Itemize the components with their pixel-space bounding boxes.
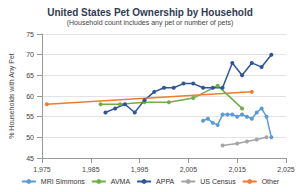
svg-text:United States Pet Ownership by: United States Pet Ownership by Household	[47, 7, 253, 18]
svg-text:(Household count includes any: (Household count includes any pet or num…	[67, 19, 234, 27]
svg-text:% Households with Any Pet: % Households with Any Pet	[8, 53, 16, 139]
svg-text:MRI Simmons: MRI Simmons	[41, 178, 85, 185]
svg-text:2,005: 2,005	[180, 166, 198, 173]
svg-text:75: 75	[26, 31, 34, 38]
svg-text:2,025: 2,025	[277, 166, 295, 173]
svg-text:1,985: 1,985	[82, 166, 100, 173]
svg-text:AVMA: AVMA	[111, 178, 131, 185]
svg-text:APPA: APPA	[156, 178, 174, 185]
svg-text:1,995: 1,995	[131, 166, 149, 173]
svg-text:45: 45	[26, 155, 34, 162]
svg-text:55: 55	[26, 113, 34, 120]
svg-text:50: 50	[26, 134, 34, 141]
svg-text:US Census: US Census	[200, 178, 236, 185]
svg-text:Other: Other	[262, 178, 280, 185]
svg-text:2,015: 2,015	[228, 166, 246, 173]
svg-text:70: 70	[26, 51, 34, 58]
svg-text:1,975: 1,975	[33, 166, 51, 173]
svg-text:60: 60	[26, 93, 34, 100]
svg-text:65: 65	[26, 72, 34, 79]
